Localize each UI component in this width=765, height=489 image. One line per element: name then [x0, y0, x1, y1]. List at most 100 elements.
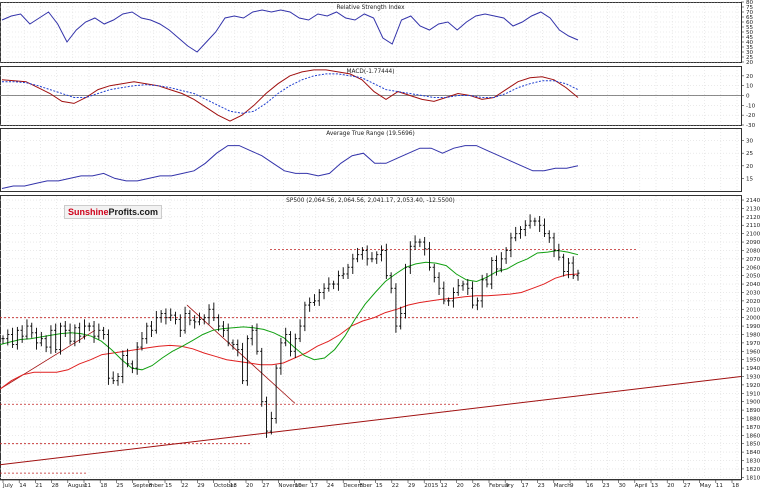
- y-tick-label: 50: [746, 30, 754, 36]
- y-tick-label: 75: [746, 5, 754, 11]
- x-tick-label: 16: [586, 483, 594, 489]
- x-tick-label: 20: [667, 483, 675, 489]
- y-tick-label: 40: [746, 40, 754, 46]
- y-tick-label: 2120: [746, 215, 761, 221]
- x-tick-label: 2015: [424, 483, 439, 489]
- x-tick-label: 11: [84, 483, 92, 489]
- x-tick-label: 26: [473, 483, 481, 489]
- y-tick-label: 2070: [746, 257, 761, 263]
- y-tick-label: 25: [746, 151, 754, 157]
- macd-panel: -30 -20 -10 0 10 20 MACD(-1.77444): [0, 67, 756, 129]
- macd-line: [1, 69, 579, 122]
- y-tick-label: 2100: [746, 232, 761, 238]
- y-tick-label: 1970: [746, 341, 761, 347]
- y-tick-label: 1990: [746, 324, 761, 330]
- brand-logo: SunshineProfits.com: [64, 205, 163, 219]
- x-tick-label: 20: [246, 483, 254, 489]
- y-tick-label: 70: [746, 10, 754, 16]
- x-tick-label: 21: [35, 483, 43, 489]
- x-tick-label: 13: [651, 483, 659, 489]
- y-tick-label: 1820: [746, 467, 761, 473]
- y-tick-label: 2080: [746, 248, 761, 254]
- x-tick-label: 29: [408, 483, 416, 489]
- x-tick-label: August: [68, 483, 88, 489]
- panel-frame: [0, 195, 742, 480]
- y-tick-label: 1810: [746, 475, 761, 481]
- price-panel: 1810 1820 1830 1840 1850 1860 1870 1880 1890 1900…: [0, 196, 761, 481]
- panel-frame: [0, 2, 742, 63]
- x-tick-label: 8: [149, 483, 153, 489]
- x-tick-label: 9: [505, 483, 509, 489]
- y-tick-label: 1920: [746, 383, 761, 389]
- x-tick-label: 24: [327, 483, 335, 489]
- y-tick-label: 2000: [746, 316, 761, 322]
- x-tick-label: 22: [181, 483, 188, 489]
- x-tick-label: 10: [295, 483, 303, 489]
- x-tick-label: 23: [538, 483, 546, 489]
- x-tick-label: 25: [116, 483, 124, 489]
- y-tick-label: 1840: [746, 450, 761, 456]
- x-tick-label: July: [2, 483, 14, 489]
- y-tick-label: 15: [746, 176, 754, 182]
- x-tick-label: 29: [197, 483, 205, 489]
- y-tick-label: 1910: [746, 391, 761, 397]
- y-tick-label: 10: [746, 84, 754, 90]
- y-tick-label: 25: [746, 55, 754, 61]
- x-tick-label: September: [133, 483, 165, 489]
- y-tick-label: 1850: [746, 442, 761, 448]
- y-tick-label: -20: [746, 113, 756, 119]
- x-tick-label: 18: [100, 483, 108, 489]
- y-tick-label: 1880: [746, 417, 761, 423]
- y-tick-label: 1940: [746, 366, 761, 372]
- atr-panel: 15 20 25 30 Average True Range (19.5696): [0, 129, 754, 190]
- x-tick-label: 28: [52, 483, 60, 489]
- x-tick-label: 27: [683, 483, 691, 489]
- brand-part2: Profits.com: [108, 207, 159, 217]
- x-tick-label: 18: [732, 483, 740, 489]
- x-tick-label: 20: [457, 483, 465, 489]
- y-tick-label: 80: [746, 0, 754, 6]
- x-tick-label: 8: [359, 483, 363, 489]
- y-tick-label: 1950: [746, 358, 761, 364]
- y-tick-label: 2140: [746, 198, 761, 204]
- y-tick-label: 0: [746, 94, 750, 100]
- y-tick-label: 1980: [746, 332, 761, 338]
- y-tick-label: 20: [746, 164, 754, 170]
- y-tick-label: 30: [746, 139, 754, 145]
- y-tick-label: -30: [746, 123, 756, 129]
- y-tick-label: 1860: [746, 433, 761, 439]
- x-tick-label: May: [700, 483, 712, 489]
- panel-frame: [0, 128, 742, 192]
- x-tick-label: October: [214, 483, 237, 489]
- panel-title: SP500 (2,064.56, 2,064.56, 2,041.17, 2,0…: [286, 198, 455, 204]
- x-tick-label: 22: [392, 483, 399, 489]
- x-tick-label: 15: [165, 483, 173, 489]
- y-tick-label: 2040: [746, 282, 761, 288]
- y-tick-label: 2050: [746, 274, 761, 280]
- y-tick-label: 20: [746, 74, 754, 80]
- y-tick-label: -10: [746, 103, 756, 109]
- panel-title: Average True Range (19.5696): [326, 131, 415, 137]
- moving-average-long: [0, 273, 579, 390]
- y-tick-label: 35: [746, 45, 754, 51]
- x-tick-label: February: [489, 483, 514, 489]
- brand-part1: Sunshine: [68, 207, 109, 217]
- x-tick-label: 30: [619, 483, 627, 489]
- rising-trend-line: [0, 375, 742, 466]
- x-tick-label: March: [554, 483, 572, 489]
- x-tick-label: 27: [262, 483, 270, 489]
- x-tick-label: November: [278, 483, 308, 489]
- y-tick-label: 2110: [746, 223, 761, 229]
- y-tick-label: 1830: [746, 459, 761, 465]
- y-tick-label: 1900: [746, 400, 761, 406]
- x-tick-label: 14: [19, 483, 27, 489]
- x-tick-label: 11: [716, 483, 724, 489]
- x-tick-label: 13: [230, 483, 238, 489]
- early-trend-line: [0, 329, 96, 390]
- y-tick-label: 65: [746, 15, 754, 21]
- x-tick-label: 23: [602, 483, 610, 489]
- y-tick-label: 1890: [746, 408, 761, 414]
- y-tick-label: 55: [746, 25, 754, 31]
